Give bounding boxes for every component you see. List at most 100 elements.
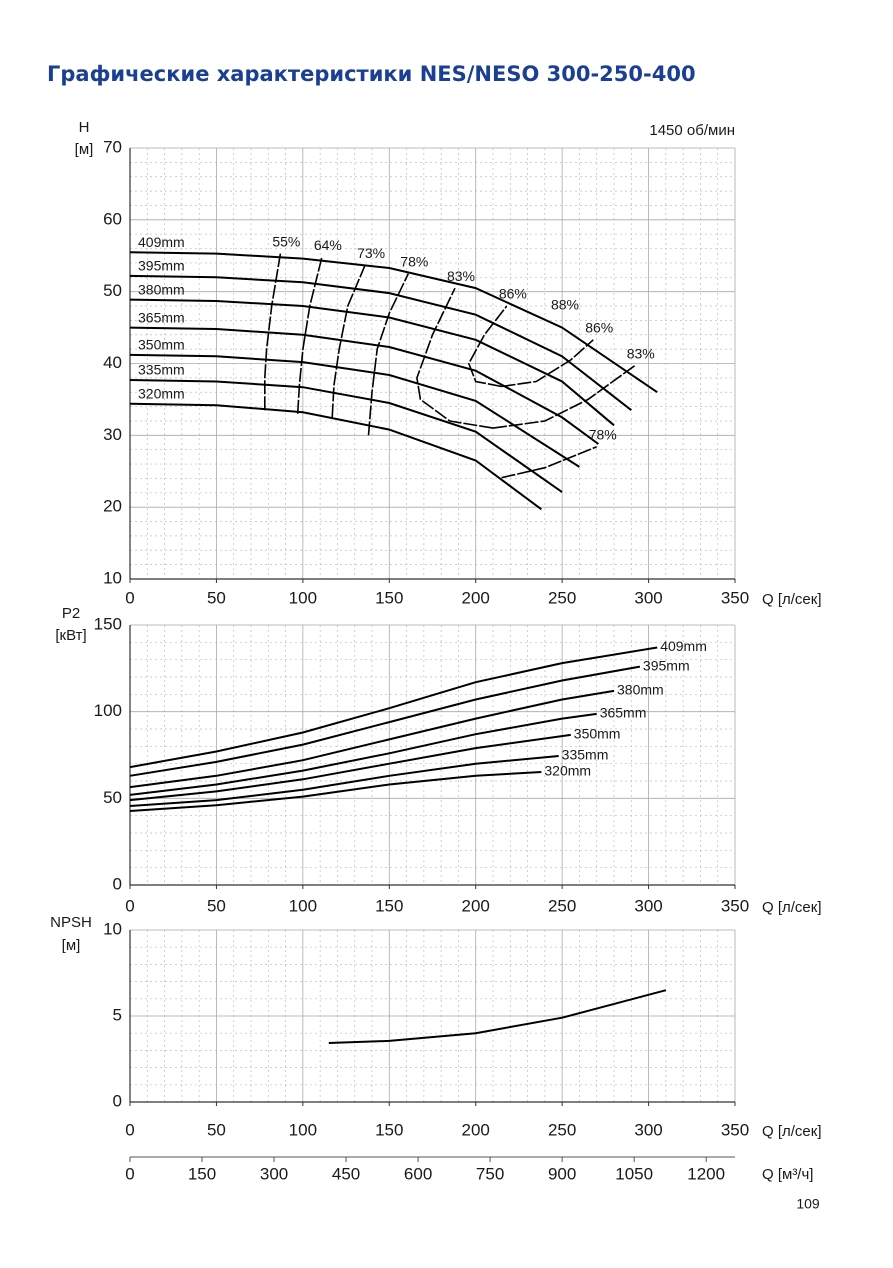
curve [129,646,658,769]
x-tick-label: 150 [375,588,403,607]
speed-annotation: 1450 об/мин [649,122,735,139]
efficiency-label: 73% [357,245,385,261]
curve-label: 409mm [138,234,185,250]
y-tick-label: 40 [103,353,122,372]
x2-tick-label: 450 [332,1164,360,1183]
x2-tick-label: 750 [476,1164,504,1183]
efficiency-curve [296,257,323,414]
curve [129,689,615,789]
x-tick-label: 200 [462,1120,490,1139]
y-tick-label: 100 [94,701,122,720]
x-tick-label: 350 [721,1120,749,1139]
x2-axis-label: Q [м³/ч] [762,1166,813,1183]
curve-label: 365mm [138,309,185,325]
efficiency-curve [501,446,597,479]
x-tick-label: 250 [548,1120,576,1139]
y-axis-label: H [79,119,90,136]
x-tick-label: 0 [125,1120,134,1139]
efficiency-label: 83% [447,268,475,284]
chart: 0 50 100 150 200 250 300 350 10 20 30 40 50 60 70 H [м] Q… [75,119,822,608]
curve-label: 335mm [138,362,185,378]
curve-label: 350mm [138,337,185,353]
x-tick-label: 50 [207,896,226,915]
page-title: Графические характеристики NES/NESO 300-… [47,62,696,86]
y-tick-label: 50 [103,281,122,300]
x-tick-label: 150 [375,896,403,915]
efficiency-label: 83% [627,345,655,361]
curve-label: 320mm [138,385,185,401]
curve [129,326,599,445]
x-tick-label: 350 [721,588,749,607]
efficiency-curve [467,305,508,388]
curve [129,298,615,427]
y-axis-label: [кВт] [55,627,86,644]
x2-tick-label: 300 [260,1164,288,1183]
y-axis-label: [м] [62,937,81,954]
y-tick-label: 20 [103,497,122,516]
curve [129,379,563,493]
x-tick-label: 0 [125,896,134,915]
y-tick-label: 0 [113,1091,122,1110]
x-tick-label: 50 [207,588,226,607]
curve-label: 335mm [562,747,609,763]
y-tick-label: 70 [103,137,122,156]
efficiency-peak-label: 88% [551,297,579,313]
curve-label: 380mm [138,281,185,297]
y-tick-label: 30 [103,425,122,444]
y-axis-label: NPSH [50,914,92,931]
y-tick-label: 50 [103,788,122,807]
x2-tick-label: 0 [125,1164,134,1183]
x2-tick-label: 900 [548,1164,576,1183]
curve-label: 395mm [138,258,185,274]
efficiency-label: 55% [272,233,300,249]
curve [129,755,559,807]
curve-label: 395mm [643,657,690,673]
y-axis-label: P2 [62,605,80,622]
chart: 0 50 100 150 200 250 300 350 0 50 100 150 P2 [кВт] Q [… [55,605,821,916]
efficiency-curve [367,273,410,436]
efficiency-curve [492,365,636,429]
x-axis-label: Q [л/сек] [762,591,822,608]
page-number: 109 [796,1196,820,1212]
curve [129,251,658,394]
efficiency-curve [501,339,594,388]
x-axis-label: Q [л/сек] [762,899,822,916]
efficiency-label: 78% [589,427,617,443]
curve [129,771,542,812]
x-tick-label: 300 [634,1120,662,1139]
curve-label: 380mm [617,682,664,698]
x-tick-label: 250 [548,896,576,915]
efficiency-curve [264,253,282,411]
y-tick-label: 0 [113,874,122,893]
x-tick-label: 300 [634,896,662,915]
curve [129,353,580,468]
x-tick-label: 250 [548,588,576,607]
curve-label: 365mm [600,705,647,721]
x-tick-label: 200 [462,896,490,915]
x-tick-label: 0 [125,588,134,607]
efficiency-curve [416,287,494,429]
efficiency-label: 86% [499,286,527,302]
curve [328,989,667,1044]
y-tick-label: 10 [103,568,122,587]
curve [129,712,597,796]
x-tick-label: 100 [289,896,317,915]
efficiency-curve [331,264,366,418]
x2-tick-label: 600 [404,1164,432,1183]
y-tick-label: 10 [103,919,122,938]
x-axis-label: Q [л/сек] [762,1123,822,1140]
curve [129,402,542,511]
y-tick-label: 150 [94,614,122,633]
efficiency-label: 86% [585,319,613,335]
curve-label: 320mm [544,763,591,779]
x-tick-label: 150 [375,1120,403,1139]
curve-label: 350mm [574,726,621,742]
x-tick-label: 300 [634,588,662,607]
chart: 0 50 100 150 200 250 300 350 0 5 10 NPSH [м] Q [л/сек… [50,914,821,1184]
curve-label: 409mm [660,638,707,654]
x-tick-label: 100 [289,588,317,607]
y-tick-label: 60 [103,209,122,228]
x2-tick-label: 1200 [687,1164,725,1183]
efficiency-label: 64% [314,237,342,253]
